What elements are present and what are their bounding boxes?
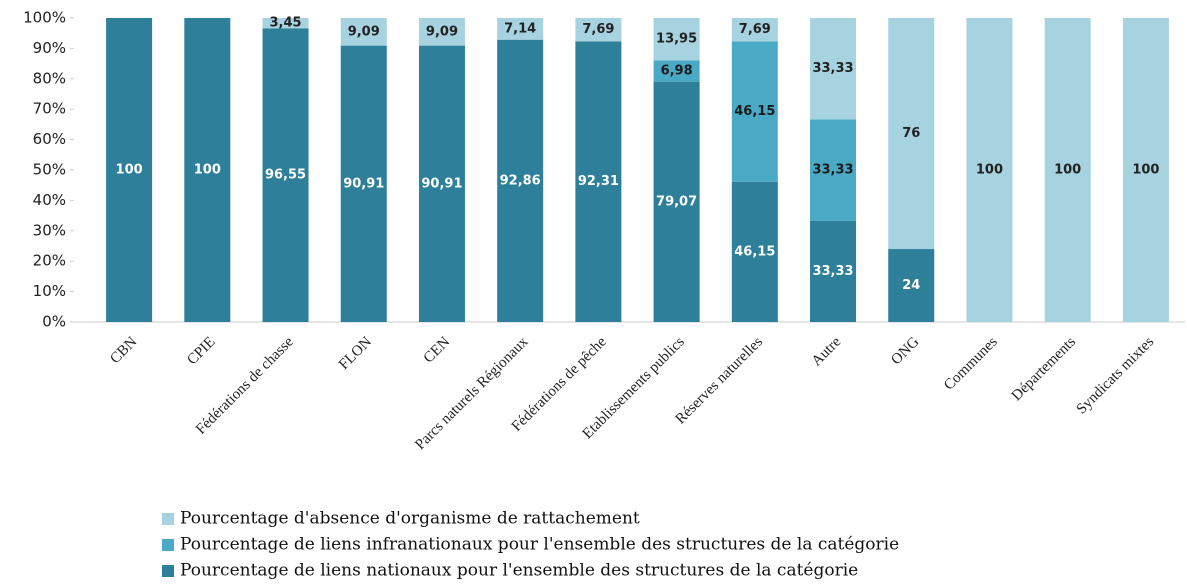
- bar-segment: [340, 18, 387, 46]
- y-tick-label: 80%: [33, 69, 66, 87]
- data-label: 92,31: [578, 174, 619, 189]
- x-tick-label: CEN: [421, 334, 454, 367]
- data-label: 3,45: [269, 16, 301, 31]
- data-label: 100: [976, 163, 1003, 178]
- data-label: 100: [1132, 163, 1159, 178]
- data-label: 7,69: [739, 22, 771, 37]
- bar-segment: [966, 18, 1013, 322]
- data-label: 76: [902, 126, 920, 141]
- data-label: 46,15: [734, 104, 775, 119]
- bar-segment: [888, 18, 935, 250]
- data-label: 46,15: [734, 244, 775, 259]
- bar-segment: [731, 41, 778, 182]
- bar-segment: [340, 45, 387, 322]
- data-label: 100: [194, 163, 221, 178]
- bar-segment: [731, 18, 778, 42]
- bar-segment: [810, 18, 857, 120]
- x-tick-label: Réserves naturelles: [673, 334, 767, 428]
- data-label: 33,33: [812, 264, 853, 279]
- y-tick-label: 20%: [33, 252, 66, 270]
- data-label: 100: [116, 163, 143, 178]
- y-tick-label: 30%: [33, 221, 66, 239]
- bar-segment: [810, 119, 857, 221]
- legend-label: Pourcentage de liens nationaux pour l'en…: [180, 561, 858, 581]
- bar-segment: [497, 18, 544, 40]
- bar-segment: [1044, 18, 1091, 322]
- data-label: 7,14: [504, 21, 536, 36]
- data-label: 6,98: [661, 64, 693, 79]
- data-label: 100: [1054, 163, 1081, 178]
- y-tick-label: 60%: [33, 130, 66, 148]
- data-label: 79,07: [656, 194, 697, 209]
- y-tick-label: 10%: [33, 282, 66, 300]
- bar-segment: [418, 18, 465, 46]
- x-tick-label: Autre: [809, 334, 845, 370]
- bar-segment: [106, 18, 153, 322]
- legend-label: Pourcentage de liens infranationaux pour…: [180, 535, 899, 555]
- data-label: 7,69: [582, 22, 614, 37]
- bar-segment: [184, 18, 231, 322]
- bar-segment: [575, 41, 622, 323]
- x-tick-label: Syndicats mixtes: [1074, 334, 1158, 418]
- bar-segment: [888, 249, 935, 322]
- y-tick-label: 50%: [33, 161, 66, 179]
- y-tick-label: 0%: [42, 313, 66, 331]
- x-tick-label: Départements: [1009, 334, 1079, 404]
- data-label: 13,95: [656, 32, 697, 47]
- x-tick-label: ONG: [888, 334, 922, 368]
- data-label: 9,09: [426, 24, 458, 39]
- data-label: 90,91: [343, 176, 384, 191]
- data-label: 92,86: [500, 173, 541, 188]
- bar-segment: [262, 28, 309, 322]
- data-label: 24: [902, 278, 920, 293]
- legend-swatch: [162, 539, 174, 551]
- bar-segment: [262, 18, 309, 29]
- bar-segment: [653, 18, 700, 61]
- legend-swatch: [162, 565, 174, 577]
- x-tick-label: Communes: [941, 334, 1001, 394]
- y-tick-label: 40%: [33, 191, 66, 209]
- bar-segment: [653, 60, 700, 82]
- bar-segment: [418, 45, 465, 322]
- legend-swatch: [162, 513, 174, 525]
- data-label: 33,33: [812, 61, 853, 76]
- y-tick-label: 90%: [33, 39, 66, 57]
- y-tick-label: 100%: [23, 9, 66, 27]
- bar-segment: [497, 39, 544, 323]
- legend-label: Pourcentage d'absence d'organisme de rat…: [180, 509, 640, 529]
- bar-segment: [575, 18, 622, 42]
- x-tick-label: CPIE: [184, 334, 218, 368]
- bar-segment: [731, 181, 778, 322]
- data-label: 90,91: [421, 176, 462, 191]
- x-tick-label: CBN: [107, 334, 140, 367]
- bar-segment: [810, 220, 857, 322]
- data-label: 9,09: [348, 24, 380, 39]
- y-tick-label: 70%: [33, 100, 66, 118]
- bar-segment: [1122, 18, 1169, 322]
- bar-segment: [653, 81, 700, 322]
- data-label: 33,33: [812, 163, 853, 178]
- data-label: 96,55: [265, 168, 306, 183]
- x-tick-label: FLON: [336, 334, 375, 373]
